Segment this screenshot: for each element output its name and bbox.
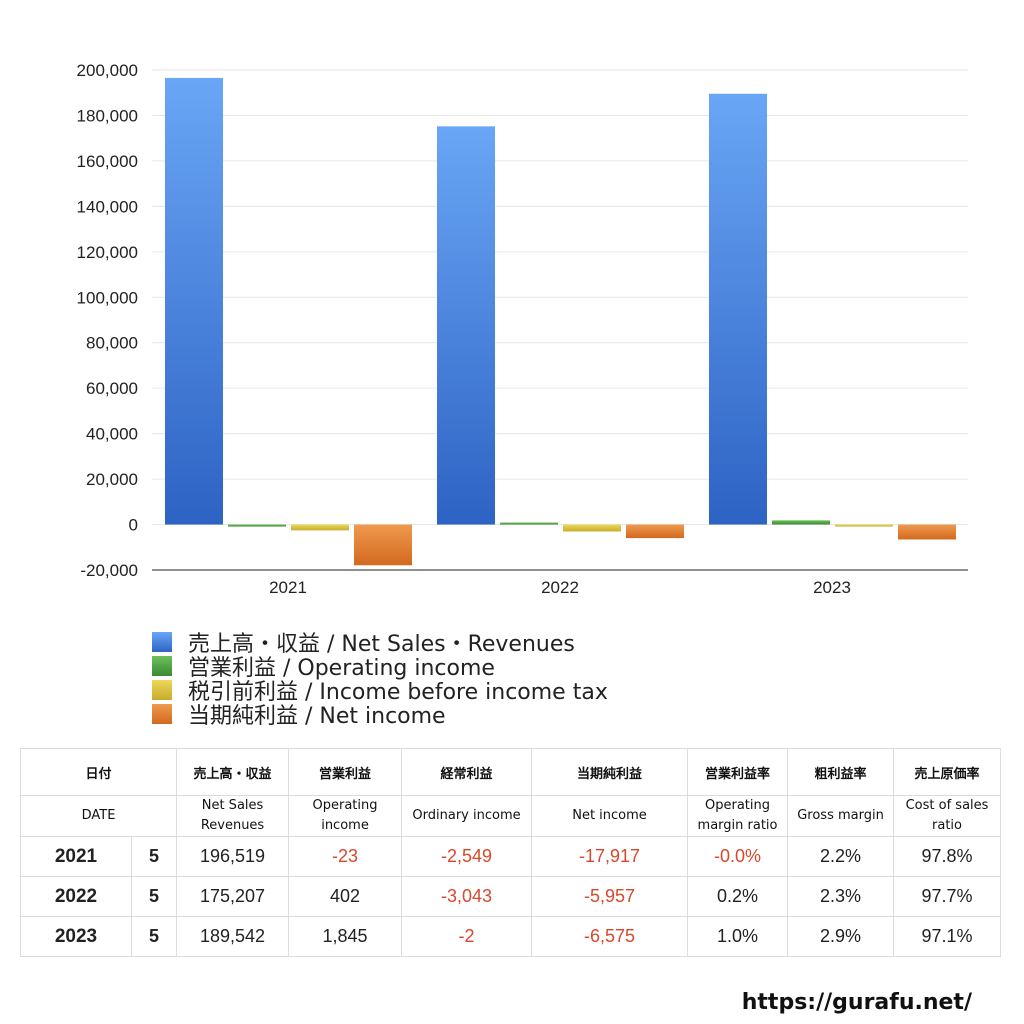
y-tick-label: -20,000 [80,561,138,580]
y-tick-label: 20,000 [86,470,138,489]
bar-2023-series-3 [898,524,956,540]
header-cost-ja: 売上原価率 [893,748,1002,796]
legend-item-pretax-income: 税引前利益 / Income before income tax [152,678,608,705]
legend-swatch [152,632,172,652]
y-tick-label: 140,000 [77,197,138,216]
cell-ordinary: -3,043 [401,876,533,917]
cell-op-margin: 0.2% [687,876,789,917]
legend-item-net-sales: 売上高・収益 / Net Sales・Revenues [152,630,608,657]
cell-year: 2021 [20,836,132,877]
header-gross-ja: 粗利益率 [787,748,895,796]
cell-op-margin: 1.0% [687,916,789,957]
legend-item-operating-income: 営業利益 / Operating income [152,654,608,681]
bar-2023-series-1 [772,520,830,525]
header-sales-ja: 売上高・収益 [176,748,290,796]
header-operating-ja: 営業利益 [288,748,403,796]
cell-month: 5 [130,876,178,917]
legend-label: 税引前利益 / Income before income tax [188,680,608,705]
x-tick-label: 2022 [541,578,579,597]
bar-2021-series-2 [291,524,349,531]
header-op-margin-ja: 営業利益率 [687,748,789,796]
cell-cost: 97.7% [893,876,1002,917]
cell-year: 2023 [20,916,132,957]
y-tick-label: 160,000 [77,152,138,171]
bar-2021-series-0 [165,77,223,525]
cell-sales: 189,542 [176,916,290,957]
cell-net: -5,957 [531,876,689,917]
bar-2022-series-2 [563,524,621,532]
header-net-ja: 当期純利益 [531,748,689,796]
cell-ordinary: -2,549 [401,836,533,877]
bar-2022-series-3 [626,524,684,539]
chart-legend: 売上高・収益 / Net Sales・Revenues 営業利益 / Opera… [152,630,608,729]
cell-gross: 2.9% [787,916,895,957]
legend-swatch [152,680,172,700]
y-tick-label: 200,000 [77,61,138,80]
legend-item-net-income: 当期純利益 / Net income [152,702,608,729]
cell-sales: 175,207 [176,876,290,917]
cell-net: -6,575 [531,916,689,957]
header-operating-en: Operating income [288,795,403,837]
legend-label: 売上高・収益 / Net Sales・Revenues [188,632,575,657]
cell-cost: 97.8% [893,836,1002,877]
cell-ordinary: -2 [401,916,533,957]
legend-label: 当期純利益 / Net income [188,704,446,729]
header-date-en: DATE [19,795,178,837]
cell-operating: -23 [288,836,403,877]
legend-swatch [152,704,172,724]
table-header-en: DATE Net Sales Revenues Operating income… [19,795,1002,837]
bar-2023-series-0 [709,93,767,525]
x-tick-label: 2023 [813,578,851,597]
y-tick-label: 40,000 [86,425,138,444]
bar-2022-series-0 [437,126,495,525]
cell-operating: 1,845 [288,916,403,957]
y-tick-label: 120,000 [77,243,138,262]
bar-2021-series-1 [228,524,286,527]
header-gross-en: Gross margin [787,795,895,837]
y-tick-label: 60,000 [86,379,138,398]
table-header-ja: 日付 売上高・収益 営業利益 経常利益 当期純利益 営業利益率 粗利益率 売上原… [19,748,1002,796]
cell-year: 2022 [20,876,132,917]
table-row: 2021 5 196,519 -23 -2,549 -17,917 -0.0% … [20,836,1002,877]
legend-swatch [152,656,172,676]
table-row: 2022 5 175,207 402 -3,043 -5,957 0.2% 2.… [20,876,1002,917]
site-url[interactable]: https://gurafu.net/ [741,990,972,1015]
y-tick-label: 100,000 [77,288,138,307]
cell-month: 5 [130,836,178,877]
header-net-en: Net income [531,795,689,837]
legend-label: 営業利益 / Operating income [188,656,495,681]
y-tick-label: 180,000 [77,106,138,125]
header-sales-en: Net Sales Revenues [176,795,290,837]
header-cost-en: Cost of sales ratio [893,795,1002,837]
financial-table: 日付 売上高・収益 営業利益 経常利益 当期純利益 営業利益率 粗利益率 売上原… [19,748,1002,957]
bar-2021-series-3 [354,524,412,566]
header-ordinary-en: Ordinary income [401,795,533,837]
bar-chart: 200,000 180,000 160,000 140,000 120,000 100,0… [77,61,968,597]
y-tick-label: 0 [129,516,138,535]
x-tick-label: 2021 [269,578,307,597]
cell-operating: 402 [288,876,403,917]
header-date-ja: 日付 [19,748,178,796]
cell-gross: 2.2% [787,836,895,877]
cell-net: -17,917 [531,836,689,877]
cell-cost: 97.1% [893,916,1002,957]
table-row: 2023 5 189,542 1,845 -2 -6,575 1.0% 2.9%… [20,916,1002,957]
cell-op-margin: -0.0% [687,836,789,877]
cell-gross: 2.3% [787,876,895,917]
y-tick-label: 80,000 [86,334,138,353]
header-op-margin-en: Operating margin ratio [687,795,789,837]
cell-sales: 196,519 [176,836,290,877]
header-ordinary-ja: 経常利益 [401,748,533,796]
bar-2023-series-2 [835,524,893,527]
cell-month: 5 [130,916,178,957]
bar-2022-series-1 [500,522,558,525]
